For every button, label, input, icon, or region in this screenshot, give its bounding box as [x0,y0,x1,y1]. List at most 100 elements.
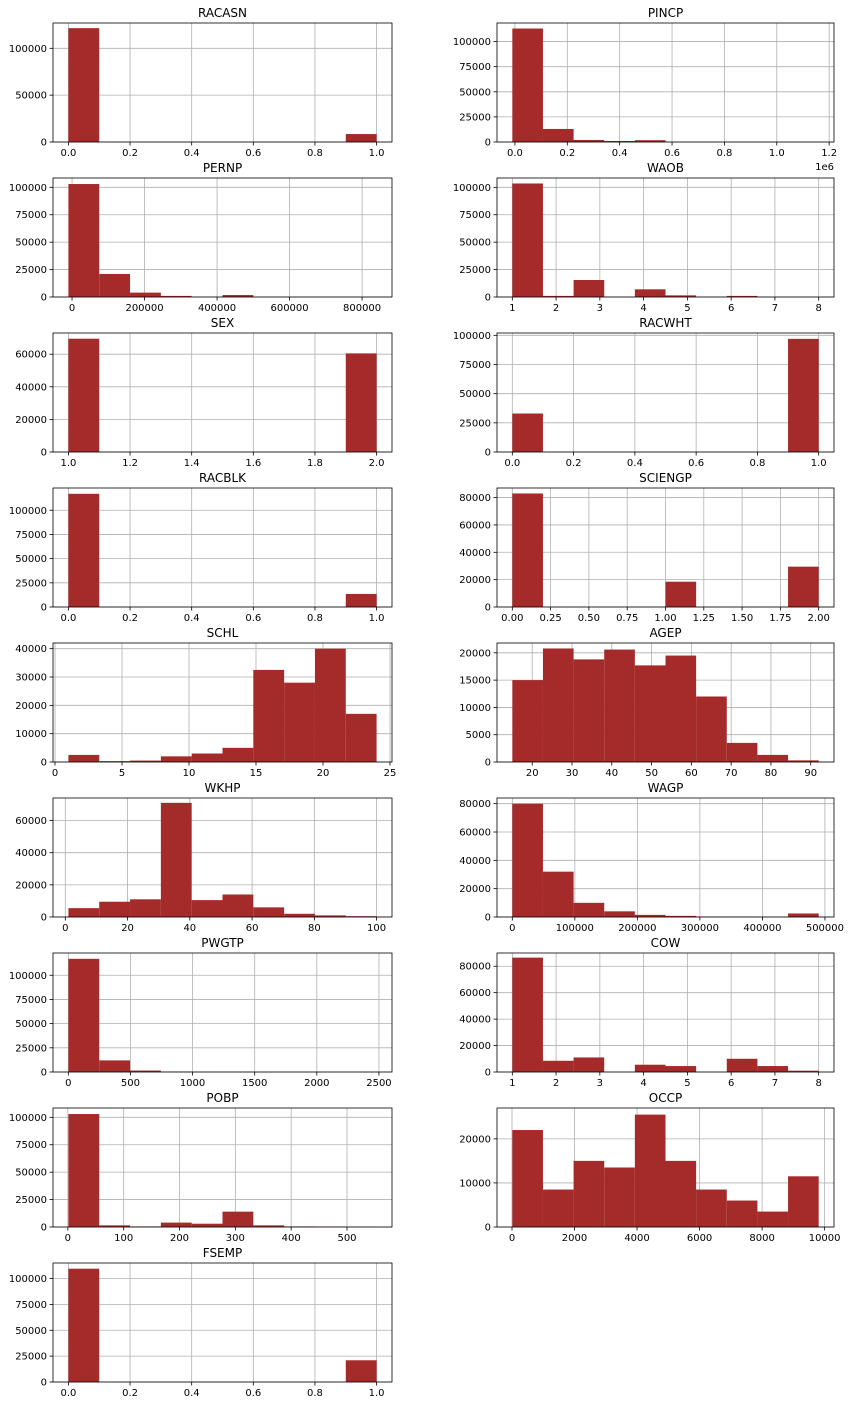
x-tick-label: 100 [367,923,386,934]
x-tick-label: 100000 [556,923,594,934]
histogram-bar [542,1060,574,1072]
x-tick-label: 1.0 [369,1388,385,1399]
histogram-bar [160,756,192,762]
x-tick-label: 6 [728,303,734,314]
x-tick-label: 2.00 [808,613,830,624]
x-tick-label: 1500 [242,1078,267,1089]
y-tick-label: 25000 [15,1043,47,1054]
y-tick-label: 0 [485,1068,491,1079]
chart-title: PERNP [203,161,242,175]
y-tick-label: 80000 [459,493,491,504]
histogram-bar [665,1066,697,1072]
y-tick-label: 25000 [459,265,491,276]
y-tick-label: 20000 [459,884,491,895]
histogram-occp: OCCP 0 2000 4000 6000 8000 10000 0 10000 20000 [459,1091,840,1244]
x-tick-label: 1 [509,303,515,314]
x-tick-label: 1.25 [693,613,715,624]
y-tick-label: 100000 [453,37,491,48]
histogram-bar [665,655,697,762]
x-tick-label: 0 [62,923,68,934]
y-tick-label: 0 [41,293,47,304]
x-tick-label: 30 [566,768,579,779]
x-tick-label: 0.4 [184,1388,200,1399]
x-tick-label: 5 [684,1078,690,1089]
chart-title: RACBLK [199,471,247,485]
x-tick-label: 1.0 [769,148,785,159]
histogram-bar [573,1057,605,1072]
x-tick-label: 8 [815,303,821,314]
y-tick-label: 75000 [459,210,491,221]
y-tick-label: 0 [485,1223,491,1234]
histogram-pobp: POBP 0 100 200 300 400 500 0 25000 50000 75000 1000… [9,1091,393,1244]
y-tick-label: 0 [485,293,491,304]
y-tick-label: 20000 [459,1134,491,1145]
chart-title: PINCP [648,6,683,20]
x-tick-label: 4 [640,1078,646,1089]
x-tick-label: 80 [765,768,778,779]
y-tick-label: 0 [485,758,491,769]
plot-frame [52,487,393,608]
histogram-bar [726,742,758,762]
x-tick-label: 0 [69,303,75,314]
y-tick-label: 25000 [459,418,491,429]
histogram-racwht: RACWHT 0.0 0.2 0.4 0.6 0.8 1.0 0 25000 50000 75000… [453,316,835,469]
y-tick-label: 100000 [9,183,47,194]
histogram-bar [68,958,100,1072]
x-tick-label: 0 [65,1078,71,1089]
x-tick-label: 2 [553,303,559,314]
histogram-bar [604,140,635,142]
histogram-bar [284,682,315,762]
histogram-bar [665,915,697,917]
y-tick-label: 40000 [15,382,47,393]
y-tick-label: 20000 [459,648,491,659]
x-tick-label: 1.0 [811,458,827,469]
plot-frame [52,332,393,453]
x-tick-label: 10 [183,768,196,779]
histogram-bar [130,760,161,762]
plot-frame [52,952,393,1073]
y-tick-label: 20000 [15,880,47,891]
y-tick-label: 75000 [15,1140,47,1151]
chart-title: SEX [211,316,234,330]
histogram-bar [542,648,574,762]
chart-title: SCHL [207,626,239,640]
y-tick-label: 0 [41,138,47,149]
histogram-bar [191,900,223,917]
histogram-bar [512,1130,543,1227]
histogram-bar [542,128,574,142]
x-tick-label: 50 [645,768,658,779]
y-tick-label: 0 [41,913,47,924]
x-tick-label: 1000 [180,1078,205,1089]
x-tick-label: 200000 [618,923,656,934]
y-tick-label: 50000 [15,91,47,102]
y-tick-label: 0 [41,758,47,769]
histogram-bar [68,1268,100,1382]
histogram-bar [68,184,100,297]
y-tick-label: 60000 [15,350,47,361]
y-tick-label: 50000 [15,238,47,249]
histogram-bar [634,914,666,917]
x-tick-label: 20 [121,923,134,934]
x-tick-label: 1 [509,1078,515,1089]
y-tick-label: 0 [41,1223,47,1234]
x-tick-label: 60 [246,923,259,934]
x-tick-label: 40 [605,768,618,779]
histogram-bar [99,901,131,917]
y-tick-label: 0 [41,1378,47,1389]
histogram-bar [314,915,346,917]
histogram-bar [512,957,543,1072]
x-tick-label: 0.0 [507,148,523,159]
x-tick-label: 1.0 [369,613,385,624]
x-tick-label: 0.2 [566,458,582,469]
y-tick-label: 60000 [459,988,491,999]
plot-frame [496,22,835,143]
histogram-bar [222,894,254,917]
x-tick-label: 5 [684,303,690,314]
x-tick-label: 0 [509,923,515,934]
y-tick-label: 40000 [459,1015,491,1026]
x-tick-label: 1.2 [122,458,138,469]
x-axis-offset-text: 1e6 [815,162,834,173]
x-tick-label: 0.8 [307,148,323,159]
plot-area [53,953,392,1072]
